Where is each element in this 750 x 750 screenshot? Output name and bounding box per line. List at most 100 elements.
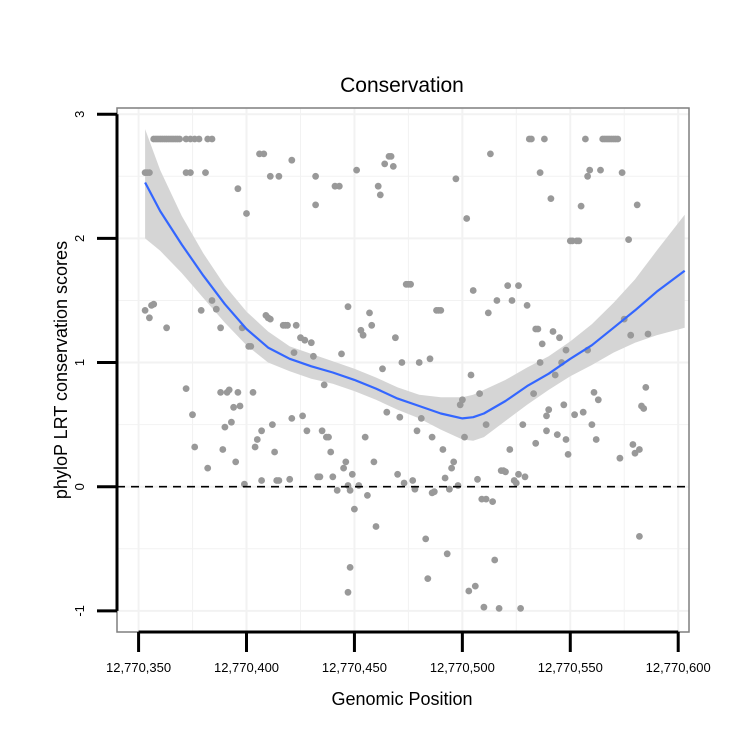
data-point — [271, 448, 278, 456]
data-point — [422, 535, 430, 543]
data-point — [407, 280, 414, 288]
data-point — [532, 439, 540, 447]
data-point — [316, 473, 324, 481]
data-point — [241, 480, 248, 488]
data-point — [508, 297, 516, 304]
data-point — [579, 408, 587, 416]
data-point — [368, 321, 376, 329]
data-point — [530, 390, 537, 397]
data-point — [327, 448, 335, 456]
data-point — [400, 479, 408, 487]
data-point — [202, 169, 209, 177]
data-point — [543, 427, 550, 435]
data-point — [303, 427, 311, 435]
data-point — [361, 433, 369, 441]
data-point — [640, 405, 648, 412]
data-point — [642, 384, 650, 391]
data-point — [333, 487, 341, 494]
smooth-line-layer — [144, 181, 686, 420]
data-point — [275, 172, 283, 180]
data-point — [625, 236, 632, 244]
data-point — [443, 550, 451, 558]
data-point — [217, 389, 225, 396]
data-point — [636, 446, 643, 453]
data-point — [191, 443, 199, 451]
data-point — [234, 185, 242, 193]
data-point — [344, 303, 352, 311]
data-point — [439, 446, 447, 453]
data-point — [562, 346, 570, 354]
data-point — [547, 195, 555, 203]
data-point — [310, 352, 317, 360]
data-point — [515, 470, 522, 478]
data-point — [545, 406, 553, 414]
data-point — [253, 436, 261, 443]
data-point — [493, 297, 501, 304]
data-point — [430, 488, 438, 496]
data-point — [208, 135, 216, 143]
data-point — [366, 309, 373, 317]
x-axis-label: Genomic Position — [331, 689, 472, 709]
data-point — [376, 191, 384, 199]
data-point — [307, 339, 315, 347]
data-point — [452, 175, 460, 183]
data-points-layer — [141, 135, 652, 612]
data-point — [597, 166, 604, 174]
data-point — [504, 282, 512, 289]
x-tick-label: 12,770,350 — [106, 660, 171, 675]
data-point — [340, 464, 347, 472]
data-point — [592, 436, 600, 443]
x-tick-label: 12,770,500 — [430, 660, 495, 675]
data-point — [197, 307, 205, 314]
data-point — [379, 365, 386, 373]
data-point — [491, 556, 499, 564]
data-point — [195, 135, 203, 143]
data-point — [541, 135, 548, 143]
x-tick-label: 12,770,550 — [538, 660, 603, 675]
data-point — [446, 485, 453, 493]
data-point — [461, 433, 468, 441]
data-point — [389, 163, 397, 170]
data-point — [320, 381, 328, 389]
data-point — [616, 454, 624, 462]
data-point — [299, 412, 306, 420]
data-point — [415, 359, 423, 366]
data-point — [234, 389, 242, 396]
data-point — [502, 468, 509, 476]
data-point — [260, 150, 268, 158]
data-point — [266, 315, 274, 323]
data-point — [359, 331, 367, 339]
data-point — [469, 287, 477, 294]
data-point — [228, 418, 235, 426]
data-point — [553, 431, 561, 438]
data-point — [476, 390, 483, 397]
data-point — [355, 482, 363, 489]
data-point — [221, 423, 229, 431]
data-point — [290, 349, 298, 356]
data-point — [409, 477, 417, 484]
data-point — [633, 201, 641, 209]
data-point — [204, 464, 212, 472]
y-axis: -1 0 1 2 3 — [72, 111, 119, 617]
data-point — [150, 300, 158, 308]
data-point — [292, 321, 300, 329]
data-point — [560, 401, 568, 409]
data-point — [284, 321, 291, 329]
data-point — [236, 402, 244, 410]
data-point — [301, 336, 309, 344]
data-point — [562, 436, 570, 443]
data-point — [232, 458, 240, 466]
data-point — [258, 477, 265, 484]
data-point — [582, 135, 589, 143]
data-point — [312, 201, 319, 209]
data-point — [571, 411, 578, 419]
data-point — [146, 314, 153, 322]
data-point — [424, 575, 432, 582]
data-point — [338, 350, 345, 358]
data-point — [146, 169, 153, 177]
data-point — [480, 603, 488, 611]
y-tick-label: 0 — [72, 483, 87, 490]
y-tick-label: 2 — [72, 235, 87, 242]
data-point — [346, 487, 354, 494]
smooth-line — [144, 181, 686, 420]
